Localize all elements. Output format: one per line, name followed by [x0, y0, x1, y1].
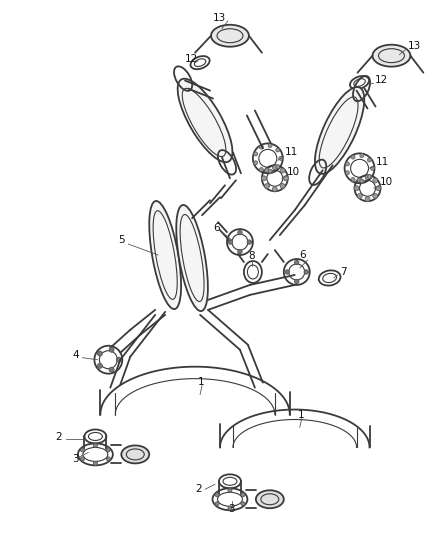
Ellipse shape [256, 490, 284, 508]
Circle shape [373, 178, 378, 183]
Circle shape [215, 502, 219, 506]
Circle shape [259, 145, 263, 149]
Ellipse shape [149, 201, 181, 309]
Circle shape [295, 279, 299, 284]
Ellipse shape [121, 446, 149, 463]
Circle shape [376, 186, 381, 191]
Circle shape [254, 161, 258, 165]
Text: 13: 13 [407, 41, 420, 51]
Circle shape [279, 156, 283, 160]
Circle shape [261, 176, 266, 181]
Text: 12: 12 [374, 75, 388, 85]
Circle shape [276, 165, 280, 168]
Circle shape [268, 143, 272, 148]
Circle shape [228, 240, 233, 244]
Circle shape [351, 177, 355, 182]
Circle shape [272, 187, 277, 192]
Circle shape [109, 348, 114, 352]
Circle shape [357, 178, 362, 183]
Circle shape [346, 171, 350, 175]
Text: 10: 10 [287, 167, 300, 177]
Text: 12: 12 [185, 54, 198, 63]
Circle shape [367, 158, 371, 162]
Text: 10: 10 [379, 177, 392, 187]
Circle shape [228, 506, 232, 510]
Ellipse shape [315, 87, 364, 174]
Circle shape [265, 168, 269, 173]
Circle shape [295, 260, 299, 265]
Text: 3: 3 [228, 504, 235, 514]
Circle shape [241, 493, 245, 497]
Circle shape [106, 457, 110, 461]
Circle shape [280, 183, 285, 189]
Circle shape [283, 176, 288, 181]
Circle shape [280, 168, 285, 173]
Circle shape [354, 186, 359, 191]
Circle shape [228, 488, 232, 492]
Text: 2: 2 [56, 432, 62, 442]
Circle shape [97, 351, 102, 356]
Text: 6: 6 [213, 223, 219, 233]
Ellipse shape [178, 79, 233, 162]
Circle shape [365, 197, 370, 201]
Circle shape [265, 183, 269, 189]
Text: 5: 5 [118, 235, 125, 245]
Ellipse shape [211, 25, 249, 47]
Text: 1: 1 [298, 409, 304, 419]
Circle shape [81, 448, 85, 452]
Text: 1: 1 [198, 377, 205, 386]
Text: 3: 3 [72, 455, 79, 464]
Circle shape [373, 193, 378, 198]
Text: 11: 11 [285, 147, 298, 157]
Circle shape [276, 148, 280, 152]
Circle shape [357, 193, 362, 198]
Circle shape [106, 448, 110, 452]
Text: 13: 13 [213, 13, 226, 23]
Circle shape [367, 175, 371, 179]
Circle shape [351, 155, 355, 159]
Circle shape [365, 175, 370, 180]
Circle shape [346, 162, 350, 166]
Text: 7: 7 [339, 267, 346, 277]
Text: 8: 8 [248, 251, 254, 261]
Circle shape [304, 270, 308, 274]
Circle shape [254, 152, 258, 156]
Circle shape [360, 154, 364, 158]
Circle shape [81, 457, 85, 461]
Circle shape [272, 165, 277, 170]
Text: 11: 11 [375, 157, 389, 167]
Circle shape [93, 443, 97, 447]
Circle shape [238, 249, 242, 254]
Circle shape [371, 166, 374, 171]
Circle shape [285, 270, 290, 274]
Text: 4: 4 [72, 350, 79, 360]
Circle shape [247, 240, 251, 244]
Ellipse shape [176, 205, 208, 311]
Circle shape [360, 179, 364, 183]
Circle shape [97, 364, 102, 368]
Circle shape [259, 167, 263, 172]
Circle shape [241, 502, 245, 506]
Circle shape [238, 230, 242, 235]
Text: 6: 6 [300, 250, 306, 260]
Circle shape [268, 169, 272, 173]
Ellipse shape [372, 45, 410, 67]
Text: 2: 2 [195, 484, 202, 494]
Circle shape [215, 493, 219, 497]
Circle shape [109, 367, 114, 372]
Circle shape [117, 357, 121, 362]
Circle shape [93, 462, 97, 465]
